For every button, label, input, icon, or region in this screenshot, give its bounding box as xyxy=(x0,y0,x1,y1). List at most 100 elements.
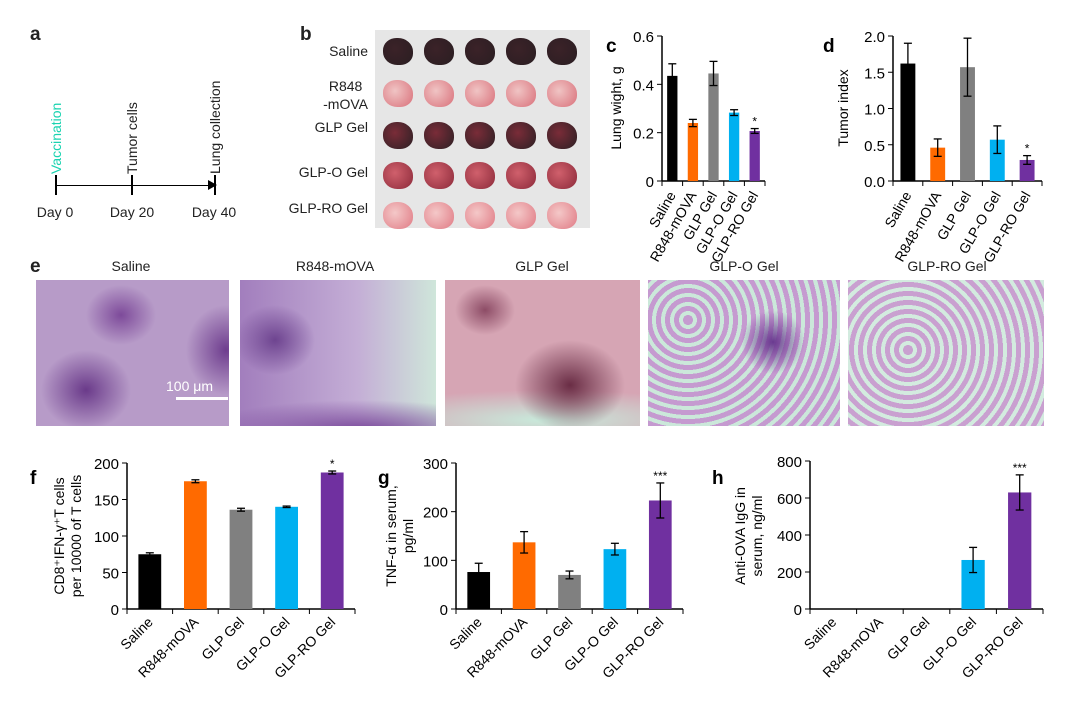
bar-saline xyxy=(900,63,916,181)
panel-letter: h xyxy=(712,468,724,489)
lung-sample xyxy=(547,80,577,107)
timeline-tick xyxy=(55,175,57,195)
bar-saline xyxy=(138,554,162,609)
row-label: R848 -mOVA xyxy=(323,78,368,112)
lung-sample xyxy=(383,38,413,65)
y-tick-label: 100 xyxy=(94,529,119,546)
histology-title: R848-mOVA xyxy=(295,258,375,274)
lung-sample xyxy=(547,38,577,65)
y-tick-label: 0.5 xyxy=(864,138,885,155)
histology-title: GLP Gel xyxy=(515,258,569,274)
y-axis-label: Anti-OVA IgG in xyxy=(732,487,748,585)
lung-sample xyxy=(465,38,495,65)
bar-glp-gel xyxy=(708,73,719,181)
panel-a-letter: a xyxy=(30,24,41,45)
y-tick-label: 0.2 xyxy=(633,126,654,143)
y-tick-label: 600 xyxy=(777,491,802,508)
bar-r848-mova xyxy=(687,123,699,181)
lung-sample xyxy=(465,162,495,189)
bar-r848-mova xyxy=(184,481,207,609)
histology-image-glp-o-gel xyxy=(648,280,840,426)
lung-sample xyxy=(383,162,413,189)
row-label: GLP-O Gel xyxy=(298,164,368,180)
lung-sample xyxy=(506,122,536,149)
day-label: Day 40 xyxy=(191,204,237,220)
x-tick-label: Saline xyxy=(446,614,485,653)
row-label: Saline xyxy=(329,43,368,59)
y-axis-label: Tumor index xyxy=(835,69,851,146)
lung-sample xyxy=(506,38,536,65)
y-tick-label: 150 xyxy=(94,493,119,510)
y-tick-label: 200 xyxy=(94,456,119,473)
y-tick-label: 50 xyxy=(102,566,119,583)
bar-glp-ro-gel xyxy=(320,472,344,609)
bar-glp-gel xyxy=(229,509,253,609)
scale-bar xyxy=(176,397,228,400)
bar-glp-o-gel xyxy=(728,112,740,181)
y-tick-label: 0.6 xyxy=(633,29,654,46)
bar-glp-ro-gel xyxy=(1008,492,1032,609)
y-axis-label: TNF-α in serum, xyxy=(383,485,399,586)
lung-sample xyxy=(465,80,495,107)
y-tick-label: 0 xyxy=(794,602,802,619)
y-tick-label: 200 xyxy=(423,505,448,522)
significance-marker: * xyxy=(330,457,335,471)
bar-glp-o-gel xyxy=(275,506,298,609)
timeline-tick xyxy=(131,175,133,195)
y-axis-label: Lung wight, g xyxy=(608,66,624,149)
histology-image-glp-ro-gel xyxy=(848,280,1044,426)
significance-marker: * xyxy=(752,115,757,129)
x-tick-label: Saline xyxy=(801,614,840,653)
timeline-tick xyxy=(214,175,216,195)
row-label: GLP Gel xyxy=(314,119,368,135)
lung-sample xyxy=(383,80,413,107)
y-tick-label: 300 xyxy=(423,456,448,473)
lung-sample xyxy=(547,122,577,149)
panel-e-letter: e xyxy=(30,256,41,277)
y-tick-label: 2.0 xyxy=(864,29,885,46)
panel-b-letter: b xyxy=(300,24,312,45)
y-tick-label: 1.0 xyxy=(864,102,885,119)
y-axis-label-line2: serum, ng/ml xyxy=(749,496,765,577)
bar-glp-o-gel xyxy=(989,139,1005,181)
lung-sample xyxy=(547,162,577,189)
lung-sample xyxy=(547,202,577,229)
significance-marker: *** xyxy=(1013,461,1027,475)
lung-sample xyxy=(424,162,454,189)
panel-letter: g xyxy=(378,468,390,489)
y-axis-label: CD8⁺IFN-γ⁺T cells xyxy=(51,477,67,594)
timeline-arrow-icon xyxy=(208,180,217,190)
lung-sample xyxy=(424,38,454,65)
histology-title: Saline xyxy=(111,258,151,274)
lung-sample xyxy=(465,202,495,229)
bar-r848-mova xyxy=(512,542,536,609)
bar-glp-o-gel xyxy=(961,559,985,609)
panel-letter: f xyxy=(30,468,37,489)
scale-bar-label: 100 μm xyxy=(166,378,213,394)
panel-letter: d xyxy=(823,36,835,57)
y-tick-label: 0 xyxy=(111,602,119,619)
timeline-axis xyxy=(55,185,210,186)
y-axis-label-line2: pg/ml xyxy=(400,519,416,553)
lung-sample xyxy=(383,122,413,149)
y-tick-label: 200 xyxy=(777,565,802,582)
histology-title: GLP-O Gel xyxy=(709,258,779,274)
x-tick-label: Saline xyxy=(117,614,156,653)
bar-glp-ro-gel xyxy=(648,500,672,609)
row-label: GLP-RO Gel xyxy=(288,200,368,216)
bar-glp-ro-gel xyxy=(749,130,760,181)
bar-saline xyxy=(667,75,678,181)
lung-photo-grid xyxy=(375,30,590,229)
histology-title: GLP-RO Gel xyxy=(907,258,987,274)
lung-sample xyxy=(506,202,536,229)
histology-image-r848-movas xyxy=(240,280,436,426)
bar-saline xyxy=(467,572,491,609)
y-tick-label: 0 xyxy=(440,602,448,619)
histology-image-glp-gel xyxy=(445,280,640,426)
y-tick-label: 1.5 xyxy=(864,65,885,82)
y-tick-label: 800 xyxy=(777,454,802,471)
bar-glp-o-gel xyxy=(603,549,627,609)
panel-letter: c xyxy=(606,36,617,57)
lung-sample xyxy=(424,122,454,149)
